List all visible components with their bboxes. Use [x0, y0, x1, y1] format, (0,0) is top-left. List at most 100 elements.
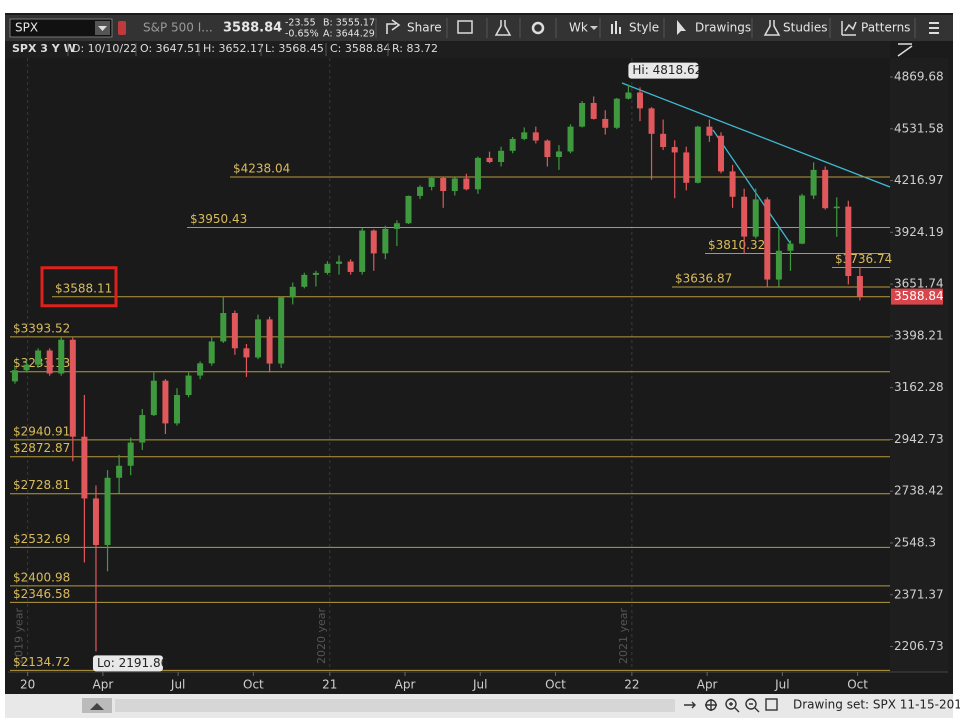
price-level-label: $3736.74 [835, 252, 892, 266]
button-label[interactable]: Drawings [695, 21, 751, 35]
patterns-icon [841, 21, 857, 36]
candle-body [324, 263, 331, 273]
button-label[interactable]: Patterns [861, 21, 910, 35]
candle-body [440, 177, 447, 192]
x-tick-label: Apr [697, 678, 718, 692]
price-level-label: $3810.32 [708, 238, 765, 252]
candle-body [336, 261, 343, 264]
collapse-icon[interactable] [897, 43, 913, 57]
candle-body [312, 272, 319, 275]
description: S&P 500 I... [143, 21, 213, 35]
price-level-label: $2532.69 [13, 532, 70, 546]
candle-body [289, 286, 296, 298]
x-tick-label: Jul [472, 678, 487, 692]
info-field: C: 3588.84 [330, 42, 390, 55]
candle-body [671, 147, 678, 153]
toolbar-separators [375, 18, 916, 38]
price-level-label: $2400.98 [13, 570, 70, 584]
candle-body [11, 370, 18, 382]
candle-body [486, 157, 493, 163]
button-label[interactable]: Studies [783, 21, 828, 35]
scroll-icon [90, 703, 104, 710]
candle-body [278, 297, 285, 364]
candle-body [498, 150, 505, 163]
symbol-input[interactable] [9, 18, 113, 38]
price-level-label: $4238.04 [233, 161, 290, 175]
x-tick-label: Jul [774, 678, 789, 692]
candle-body [150, 380, 157, 416]
plot: 2019 year 2020 year 2021 year $4238.04 $3950… [10, 58, 892, 672]
candle-body [463, 178, 470, 190]
candle-body [521, 132, 528, 139]
candle-body [660, 133, 667, 148]
y-tick-label: 3162.28 [894, 380, 944, 394]
share-icon [386, 19, 401, 34]
year-label: 2020 year [315, 607, 328, 664]
button-label[interactable]: Style [629, 21, 659, 35]
candle-body [69, 339, 76, 437]
y-tick-label: 2206.73 [894, 639, 944, 653]
candle-body [347, 261, 354, 272]
candle-body [428, 177, 435, 187]
candle-body [636, 92, 643, 109]
price-level-label: $2940.91 [13, 424, 70, 438]
candle-body [127, 442, 134, 466]
alert-icon[interactable] [118, 21, 126, 35]
candle-body [822, 169, 829, 209]
flask-icon[interactable] [494, 20, 512, 36]
snapshot-icon[interactable] [457, 20, 473, 34]
settings-icon[interactable] [531, 21, 545, 35]
candle-body [567, 126, 574, 152]
candle-body [393, 223, 400, 229]
candle-body [220, 313, 227, 342]
candle-body [764, 199, 771, 280]
last-price: 3588.84 [223, 21, 282, 36]
candle-body [648, 108, 655, 134]
x-tick-label: Oct [847, 678, 868, 692]
zoom-controls[interactable] [684, 698, 778, 713]
candle-body [590, 102, 597, 119]
candle-body [729, 171, 736, 197]
price-axis [890, 58, 948, 672]
scrollbar[interactable] [115, 699, 675, 712]
menu-icon[interactable] [929, 22, 939, 34]
toolbar [5, 15, 953, 41]
info-field: O: 3647.51 [140, 42, 201, 55]
change-pct: -0.65% [285, 29, 319, 40]
candle-body [81, 436, 88, 499]
candle-body [370, 230, 377, 254]
trend-line[interactable] [621, 82, 891, 188]
button-label[interactable]: Wk [569, 21, 588, 35]
candle-body [787, 243, 794, 251]
drawings-icon [677, 20, 686, 35]
y-tick-label: 2738.42 [894, 484, 944, 498]
info-field: SPX 3 Y W [12, 42, 76, 55]
studies-icon [763, 20, 781, 36]
candle-body [255, 319, 262, 358]
candle-body [208, 341, 215, 364]
y-tick-label: 2548.3 [894, 535, 936, 549]
candle-body [139, 415, 146, 443]
last-price-tag [891, 288, 943, 305]
price-level-label: $3950.43 [190, 212, 247, 226]
candle-body [509, 138, 516, 151]
candle-body [741, 196, 748, 237]
x-tick-label: Apr [395, 678, 416, 692]
button-label[interactable]: Share [407, 21, 442, 35]
bid: B: 3555.17 [323, 18, 375, 29]
candle-body [451, 178, 458, 192]
price-level-label: $3393.52 [13, 321, 70, 335]
x-tick-label: 20 [20, 678, 35, 692]
candle-body [718, 135, 725, 172]
x-tick-label: 22 [624, 678, 639, 692]
trend-line[interactable] [712, 129, 791, 244]
x-tick-label: Oct [243, 678, 264, 692]
candle-body [92, 498, 99, 546]
candle-body [544, 140, 551, 158]
price-level-label: $3588.11 [55, 281, 112, 295]
y-tick-label: 4216.97 [894, 173, 944, 187]
price-level-label: $2346.58 [13, 587, 70, 601]
drawing-set: Drawing set: SPX 11-15-2018 [793, 698, 960, 712]
candle-body [706, 126, 713, 136]
